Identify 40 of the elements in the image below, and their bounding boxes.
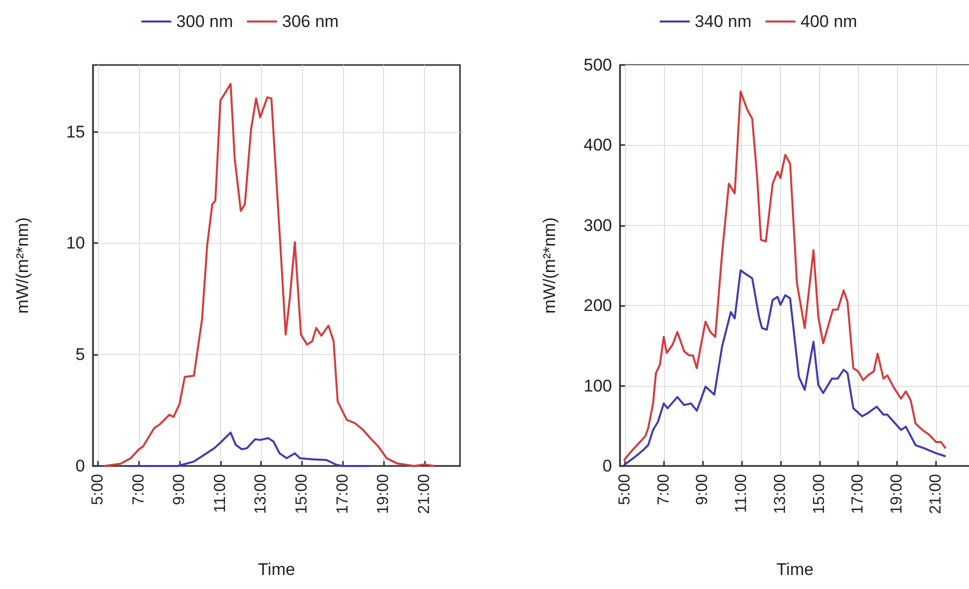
y-tick-label: 5 (76, 345, 85, 364)
x-axis-title: Time (258, 560, 296, 579)
y-tick-label: 400 (583, 136, 612, 155)
y-tick-label: 300 (583, 216, 612, 235)
y-tick-label: 500 (583, 56, 612, 74)
x-tick-label: 9:00 (171, 474, 188, 506)
line-series (622, 90, 946, 462)
legend-label: 400 nm (800, 12, 857, 31)
x-tick-label: 5:00 (616, 474, 633, 506)
x-tick-label: 7:00 (654, 474, 672, 506)
y-tick-label: 100 (583, 376, 612, 396)
legend-label: 300 nm (176, 12, 233, 31)
y-tick-label: 15 (66, 122, 85, 142)
x-tick-label: 19:00 (888, 474, 906, 514)
x-tick-label: 13:00 (771, 474, 788, 514)
x-tick-label: 11:00 (212, 474, 229, 513)
x-tick-label: 17:00 (334, 474, 352, 514)
x-tick-label: 15:00 (293, 474, 310, 514)
x-tick-label: 5:00 (90, 474, 107, 506)
x-tick-label: 9:00 (694, 474, 711, 506)
x-tick-label: 21:00 (416, 474, 433, 514)
x-tick-label: 11:00 (732, 474, 750, 513)
x-tick-label: 17:00 (849, 474, 866, 514)
x-tick-label: 15:00 (810, 474, 828, 514)
y-axis-title: mW/(m²*nm) (13, 217, 32, 314)
x-tick-label: 19:00 (375, 474, 392, 514)
line-series (622, 269, 946, 466)
y-axis-title: mW/(m²*nm) (540, 217, 558, 314)
x-tick-label: 21:00 (926, 474, 944, 514)
legend-label: 340 nm (694, 12, 751, 31)
y-tick-label: 0 (602, 456, 612, 476)
y-tick-label: 200 (583, 296, 612, 316)
x-axis-title: Time (776, 560, 814, 579)
legend-label: 306 nm (282, 12, 339, 31)
line-series (103, 82, 436, 467)
y-tick-label: 0 (76, 456, 85, 476)
line-series (126, 432, 372, 467)
x-tick-label: 7:00 (130, 474, 148, 506)
x-tick-label: 13:00 (252, 474, 270, 514)
y-tick-label: 10 (66, 234, 85, 253)
